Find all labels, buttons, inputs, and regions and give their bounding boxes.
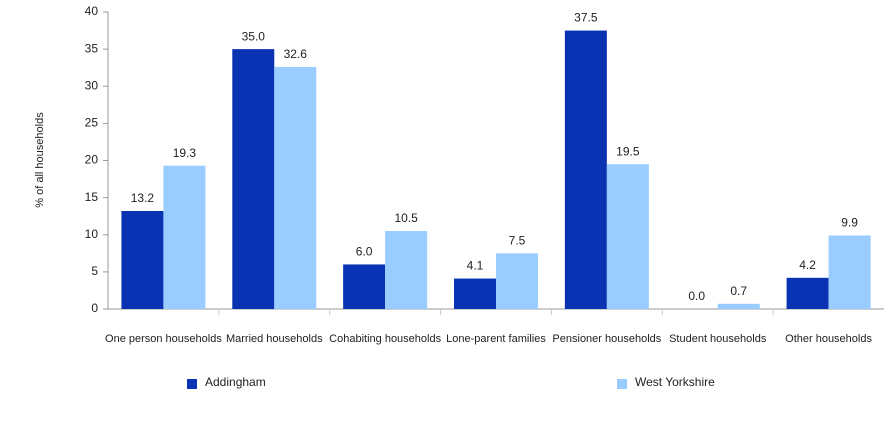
y-tick-label: 40 — [85, 4, 99, 18]
value-label: 6.0 — [356, 245, 373, 259]
y-tick-label: 15 — [85, 190, 99, 204]
x-tick-label: Lone-parent families — [446, 333, 546, 345]
y-tick-label: 10 — [85, 227, 99, 241]
bar — [163, 165, 206, 309]
y-tick-label: 25 — [85, 116, 99, 130]
value-label: 19.3 — [173, 146, 197, 160]
bar — [606, 164, 649, 309]
y-axis-label: % of all households — [34, 112, 46, 208]
value-label: 32.6 — [284, 47, 308, 61]
value-label: 4.1 — [467, 259, 484, 273]
legend-swatch — [187, 379, 197, 389]
legend-label: Addingham — [205, 375, 266, 389]
value-label: 7.5 — [509, 233, 526, 247]
bar — [121, 210, 164, 309]
x-tick-label: Other households — [785, 333, 872, 345]
y-tick-label: 35 — [85, 41, 99, 55]
y-tick-label: 5 — [91, 264, 98, 278]
x-tick-label: Student households — [669, 333, 767, 345]
value-label: 0.7 — [730, 284, 747, 298]
bar — [828, 235, 871, 309]
value-label: 19.5 — [616, 144, 640, 158]
legend-label: West Yorkshire — [635, 375, 715, 389]
legend-swatch — [617, 379, 627, 389]
bar — [496, 253, 538, 309]
bar — [274, 66, 317, 309]
bar — [385, 231, 428, 309]
x-tick-label: Married households — [226, 333, 323, 345]
value-label: 9.9 — [841, 216, 858, 230]
y-tick-label: 20 — [85, 153, 99, 167]
value-label: 10.5 — [394, 211, 418, 225]
value-label: 13.2 — [131, 191, 155, 205]
x-tick-label: Cohabiting households — [329, 333, 441, 345]
value-label: 4.2 — [799, 258, 816, 272]
bar — [786, 277, 829, 309]
y-tick-label: 30 — [85, 78, 99, 92]
bar — [564, 30, 607, 309]
y-tick-label: 0 — [91, 301, 98, 315]
bar — [343, 264, 386, 309]
bar — [454, 278, 496, 309]
x-tick-label: Pensioner households — [552, 333, 661, 345]
value-label: 35.0 — [242, 29, 266, 43]
value-label: 0.0 — [688, 289, 705, 303]
value-label: 37.5 — [574, 11, 598, 25]
x-tick-label: One person households — [105, 333, 222, 345]
bar — [232, 49, 275, 309]
bar — [717, 303, 760, 309]
